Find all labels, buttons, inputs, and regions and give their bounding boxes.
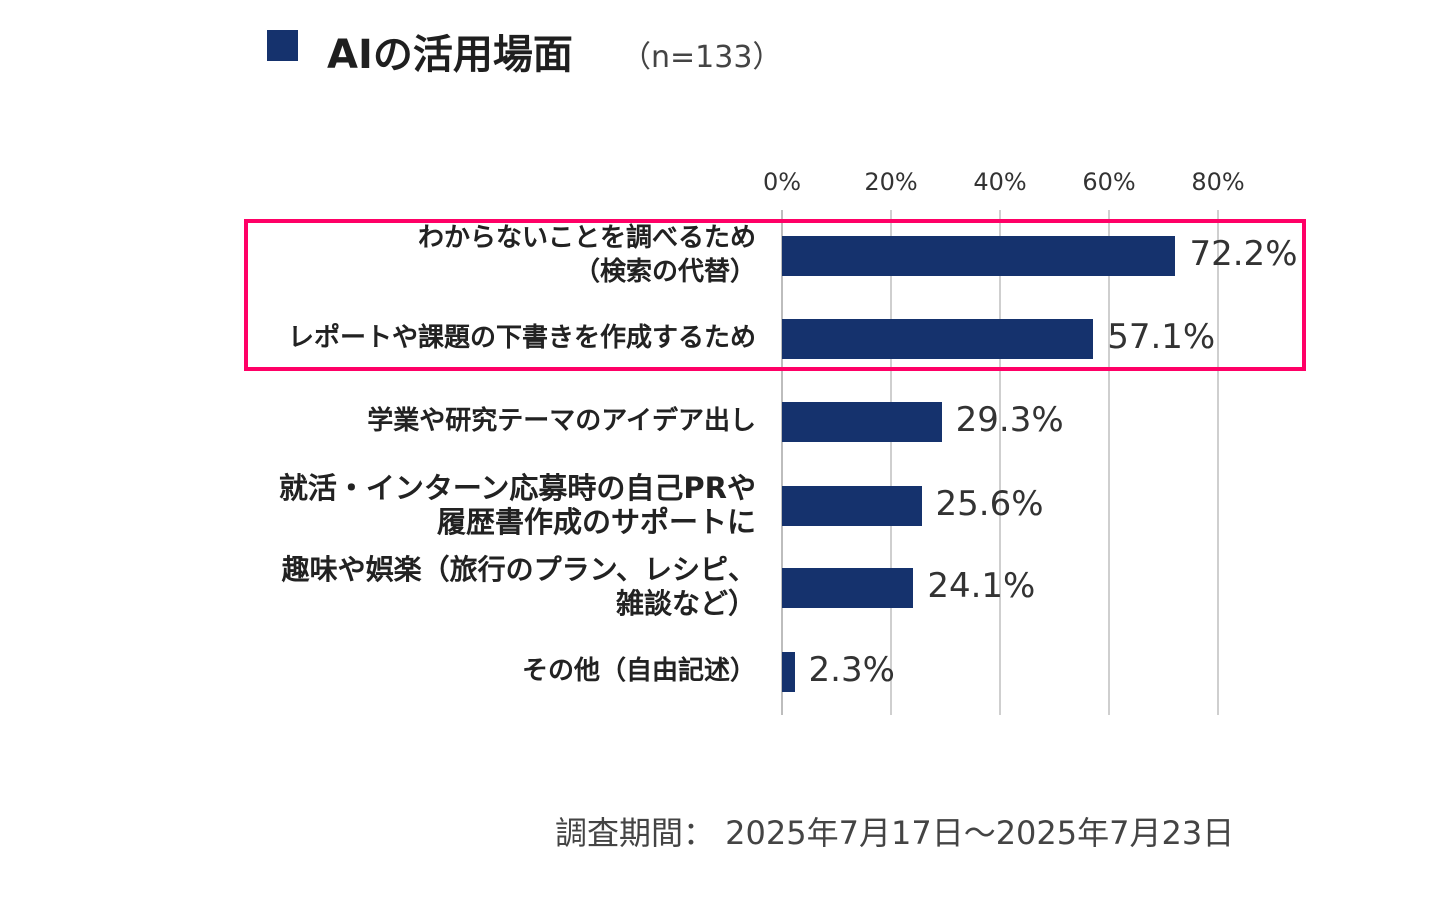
x-tick-label: 0%: [762, 168, 802, 196]
sample-size: （n=133）: [621, 40, 783, 75]
gridline: [1108, 210, 1110, 715]
category-label-line: レポートや課題の下書きを作成するため: [287, 323, 756, 353]
category-label: 学業や研究テーマのアイデア出し: [236, 404, 756, 438]
category-label-line: 雑談など）: [615, 587, 756, 620]
category-label-line: 履歴書作成のサポートに: [436, 505, 756, 539]
bar: [782, 568, 914, 608]
x-tick-label: 60%: [1082, 168, 1136, 196]
data-label: 2.3%: [808, 650, 895, 690]
category-label-line: わからないことを調べるため: [417, 223, 756, 253]
data-label: 29.3%: [955, 400, 1064, 440]
category-label: レポートや課題の下書きを作成するため: [236, 321, 756, 355]
bar: [782, 486, 922, 526]
data-label: 24.1%: [927, 566, 1036, 606]
category-label-line: 学業や研究テーマのアイデア出し: [367, 406, 756, 436]
category-label-line: （検索の代替）: [573, 257, 756, 287]
bar: [782, 652, 795, 692]
gridline: [999, 210, 1001, 715]
bar: [782, 402, 942, 442]
gridline: [1217, 210, 1219, 715]
title-square-icon: [267, 30, 298, 61]
highlight-box: [244, 219, 1306, 371]
x-tick-label: 20%: [864, 168, 918, 196]
x-tick-label: 40%: [973, 168, 1027, 196]
survey-period: 調査期間： 2025年7月17日～2025年7月23日: [555, 814, 1235, 852]
bar: [782, 236, 1176, 276]
category-label: その他（自由記述）: [236, 654, 756, 688]
gridline: [890, 210, 892, 715]
category-label: わからないことを調べるため （検索の代替）: [236, 221, 756, 289]
x-tick-label: 80%: [1191, 168, 1245, 196]
category-label: 就活・インターン応募時の自己PRや 履歴書作成のサポートに: [236, 471, 756, 539]
data-label: 72.2%: [1189, 234, 1298, 274]
category-label-line: その他（自由記述）: [521, 656, 756, 686]
gridline: [781, 210, 783, 715]
chart-title: AIの活用場面: [327, 32, 573, 78]
category-label-line: 就活・インターン応募時の自己PRや: [278, 471, 756, 505]
data-label: 57.1%: [1107, 317, 1216, 357]
data-label: 25.6%: [935, 484, 1044, 524]
category-label: 趣味や娯楽（旅行のプラン、レシピ、 雑談など）: [236, 553, 756, 621]
bar: [782, 319, 1094, 359]
category-label-line: 趣味や娯楽（旅行のプラン、レシピ、: [281, 553, 756, 586]
